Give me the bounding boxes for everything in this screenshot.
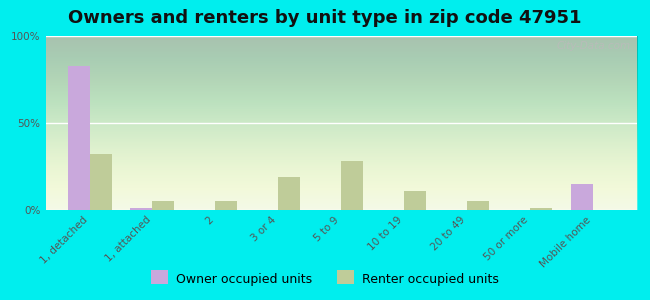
Bar [153, 201, 174, 210]
Text: Owners and renters by unit type in zip code 47951: Owners and renters by unit type in zip c… [68, 9, 582, 27]
Bar [571, 184, 593, 210]
Bar [404, 191, 426, 210]
Legend: Owner occupied units, Renter occupied units: Owner occupied units, Renter occupied un… [146, 268, 504, 291]
Bar [90, 154, 112, 210]
Bar [341, 161, 363, 210]
Bar [278, 177, 300, 210]
Text: City-Data.com: City-Data.com [557, 41, 631, 51]
Bar [131, 208, 153, 210]
Bar [530, 208, 552, 210]
Bar [467, 201, 489, 210]
Bar [68, 66, 90, 210]
Bar [215, 201, 237, 210]
